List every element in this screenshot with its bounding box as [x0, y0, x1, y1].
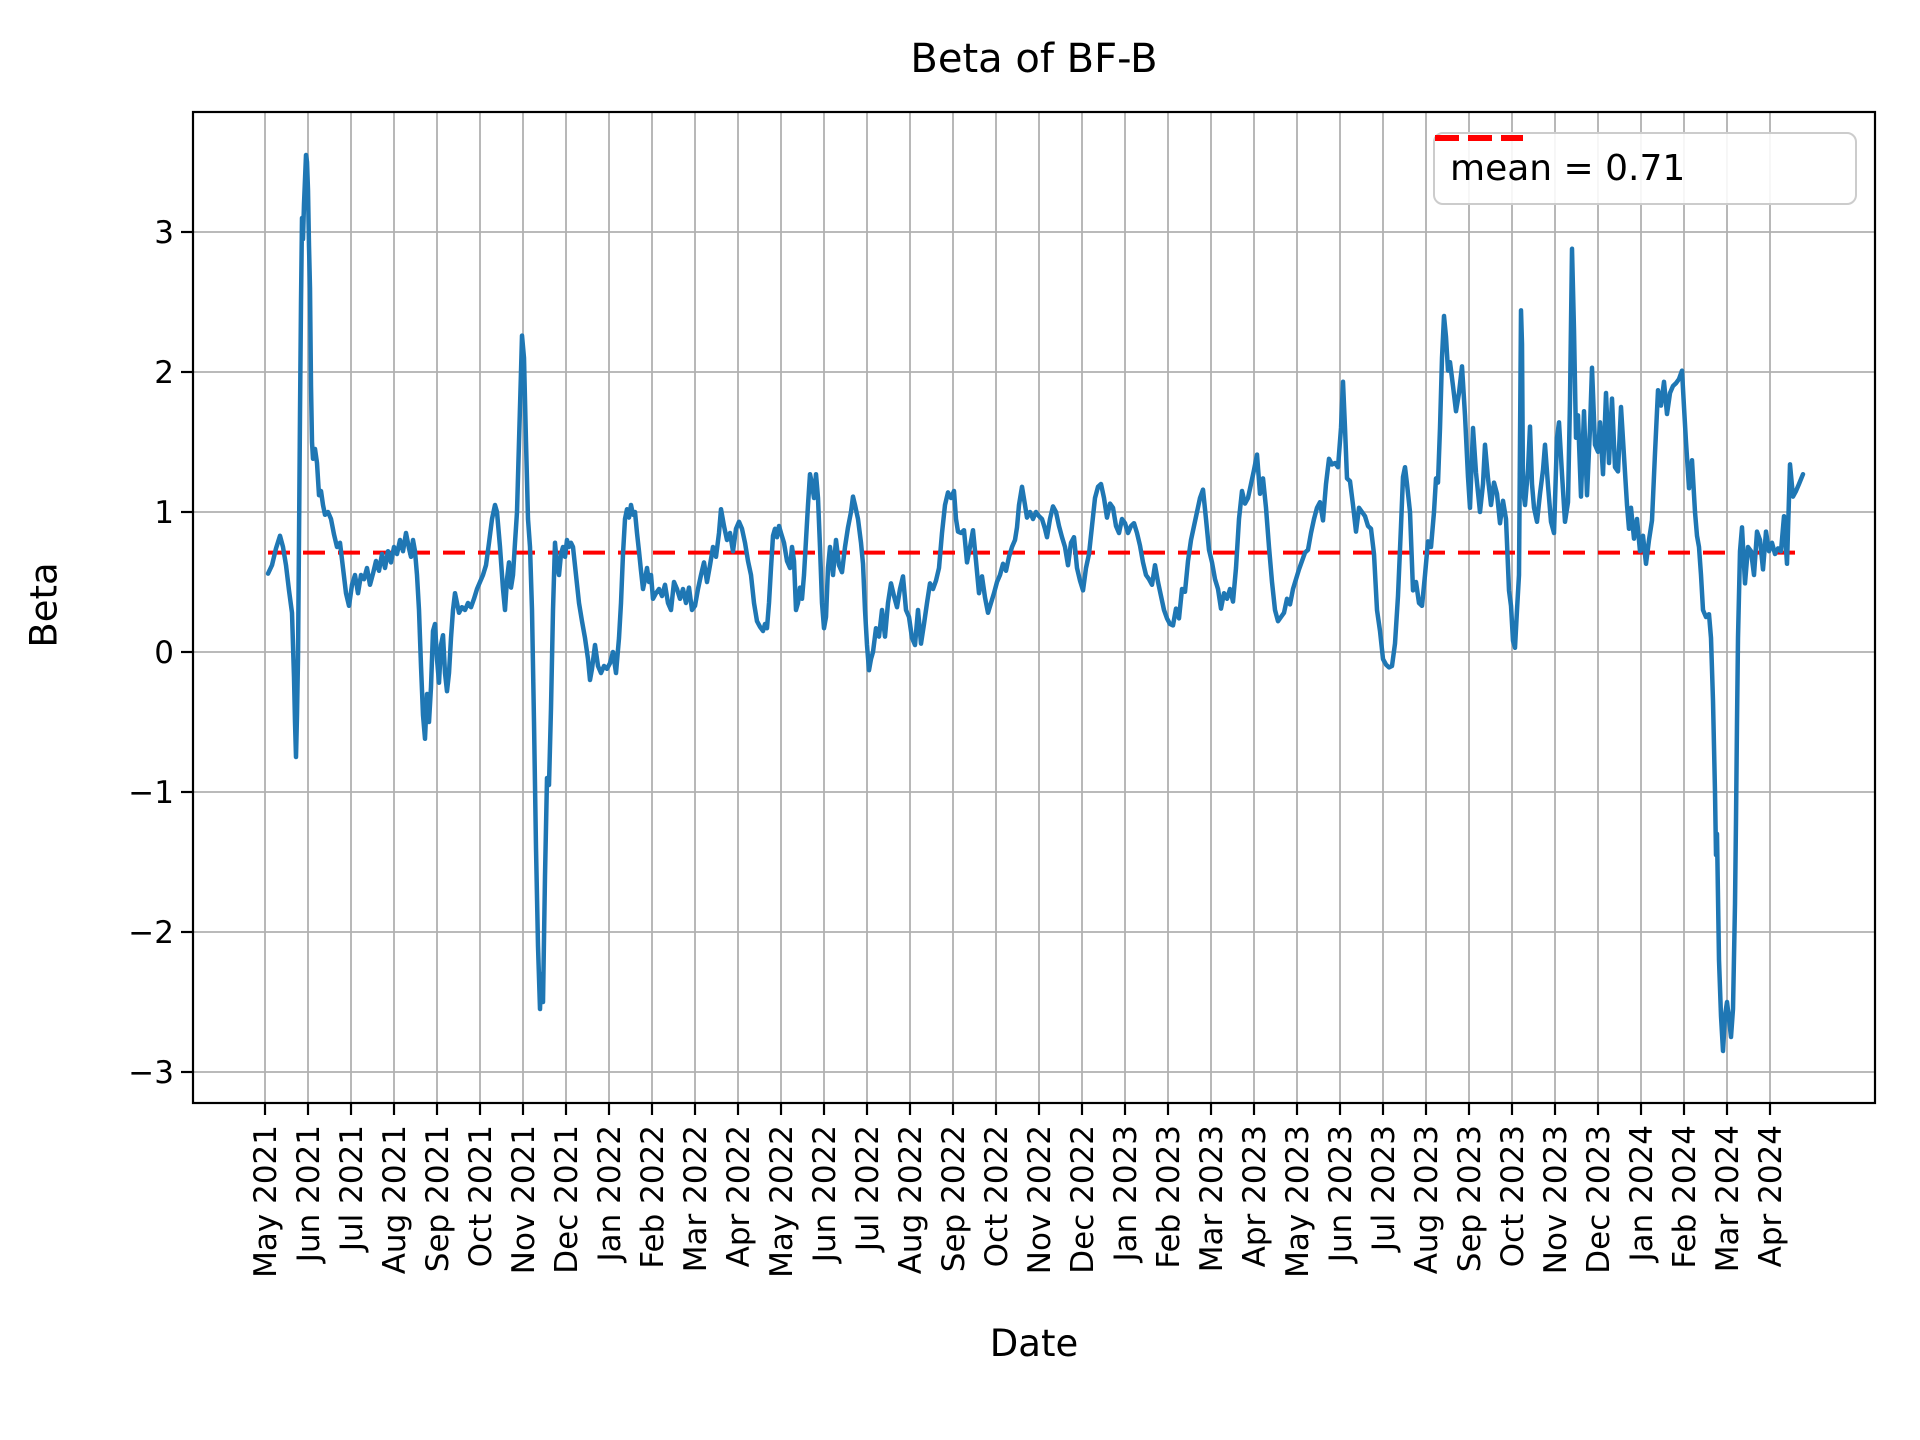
- x-tick-label: Feb 2022: [635, 1125, 671, 1269]
- x-tick-label: Mar 2023: [1194, 1125, 1230, 1272]
- x-tick-label: Aug 2021: [377, 1125, 413, 1274]
- x-tick-label: Oct 2022: [979, 1125, 1015, 1267]
- x-axis-label: Date: [989, 1322, 1079, 1365]
- x-tick-label: Apr 2022: [721, 1125, 757, 1267]
- x-tick-label: Sep 2022: [936, 1125, 972, 1272]
- x-tick-label: Jun 2023: [1323, 1125, 1359, 1264]
- y-tick-label: 3: [154, 215, 174, 251]
- y-tick-label: 1: [154, 495, 174, 531]
- x-tick-label: Nov 2022: [1022, 1125, 1058, 1274]
- x-tick-label: Sep 2023: [1452, 1125, 1488, 1272]
- x-tick-label: Jan 2023: [1108, 1125, 1144, 1264]
- x-tick-label: Mar 2024: [1710, 1125, 1746, 1272]
- x-tick-label: Oct 2023: [1495, 1125, 1531, 1267]
- chart-title: Beta of BF-B: [910, 36, 1158, 82]
- x-tick-label: Apr 2023: [1237, 1125, 1273, 1267]
- x-tick-label: Nov 2023: [1538, 1125, 1574, 1274]
- x-tick-label: May 2021: [248, 1125, 284, 1278]
- beta-line: [265, 152, 1806, 1054]
- x-tick-label: Jan 2022: [592, 1125, 628, 1264]
- x-tick-label: Jul 2023: [1366, 1125, 1402, 1253]
- y-tick-label: −3: [128, 1055, 174, 1091]
- x-tick-label: Feb 2024: [1667, 1125, 1703, 1269]
- x-tick-label: Jul 2021: [334, 1125, 370, 1253]
- legend: mean = 0.71: [1433, 132, 1857, 205]
- plot-frame: [191, 110, 1877, 1105]
- y-tick-label: 2: [154, 355, 174, 391]
- x-tick-label: May 2022: [764, 1125, 800, 1278]
- x-tick-label: Sep 2021: [420, 1125, 456, 1272]
- x-tick-label: Jul 2022: [850, 1125, 886, 1253]
- x-tick-label: Aug 2022: [893, 1125, 929, 1274]
- x-tick-label: Mar 2022: [678, 1125, 714, 1272]
- x-tick-label: Oct 2021: [463, 1125, 499, 1267]
- y-tick-label: −2: [128, 915, 174, 951]
- x-tick-label: Jun 2022: [807, 1125, 843, 1264]
- x-tick-label: May 2023: [1280, 1125, 1316, 1278]
- x-tick-label: Feb 2023: [1151, 1125, 1187, 1269]
- x-tick-label: Dec 2021: [549, 1125, 585, 1274]
- y-tick-label: 0: [154, 635, 174, 671]
- legend-label: mean = 0.71: [1450, 148, 1686, 189]
- x-tick-label: Jan 2024: [1624, 1125, 1660, 1264]
- x-tick-label: Dec 2022: [1065, 1125, 1101, 1274]
- y-axis-label: Beta: [22, 562, 66, 648]
- legend-mean-dash-icon: [1435, 135, 1523, 141]
- x-tick-label: Aug 2023: [1409, 1125, 1445, 1274]
- x-tick-label: Jun 2021: [291, 1125, 327, 1264]
- x-tick-label: Dec 2023: [1581, 1125, 1617, 1274]
- x-tick-label: Nov 2021: [506, 1125, 542, 1274]
- x-tick-label: Apr 2024: [1753, 1125, 1789, 1267]
- y-tick-label: −1: [128, 775, 174, 811]
